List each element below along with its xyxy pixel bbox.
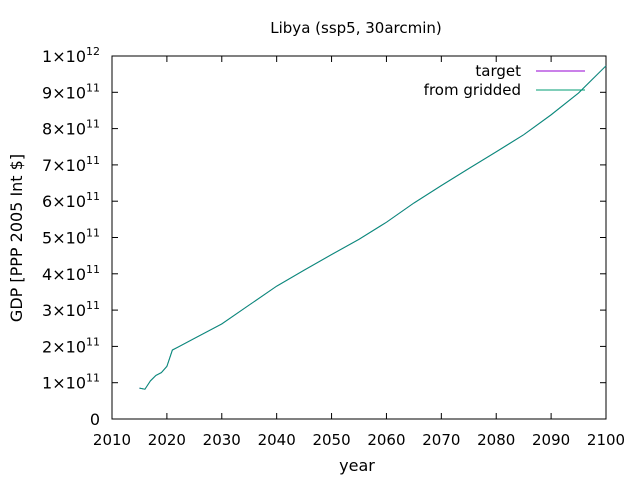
x-tick-label: 2090	[532, 431, 570, 449]
x-tick-label: 2040	[258, 431, 296, 449]
series-lines	[139, 65, 607, 390]
x-tick-label: 2060	[367, 431, 405, 449]
y-tick-label: 7×1011	[42, 154, 100, 175]
y-axis-label: GDP [PPP 2005 Int $]	[7, 154, 26, 322]
x-axis-label: year	[339, 456, 375, 475]
plot-frame	[111, 55, 607, 420]
x-tick-label: 2080	[477, 431, 515, 449]
y-tick-label: 3×1011	[42, 299, 100, 320]
y-axis-ticks: 0 1×1011 2×1011 3×1011 4×1011 5×1011 6×1011 7×1…	[42, 45, 606, 429]
series-line-from-gridded	[139, 65, 607, 390]
x-tick-label: 2030	[203, 431, 241, 449]
x-tick-label: 2100	[587, 431, 625, 449]
x-tick-label: 2010	[93, 431, 131, 449]
chart-title: Libya (ssp5, 30arcmin)	[270, 19, 441, 37]
x-tick-label: 2070	[422, 431, 460, 449]
y-tick-label: 5×1011	[42, 227, 100, 248]
y-tick-label: 2×1011	[42, 335, 100, 356]
y-tick-label: 1×1011	[42, 372, 100, 393]
y-tick-label: 0	[90, 410, 100, 429]
x-axis-ticks: 2010 2020 2030 2040 2050 2060 2070 2080 2090 2100	[93, 56, 625, 449]
y-tick-label: 1×1012	[42, 45, 100, 66]
y-tick-label: 6×1011	[42, 190, 100, 211]
x-tick-label: 2050	[312, 431, 350, 449]
x-tick-label: 2020	[148, 431, 186, 449]
y-tick-label: 8×1011	[42, 118, 100, 139]
series-line-target	[139, 65, 607, 390]
legend-label: from gridded	[424, 81, 521, 99]
y-tick-label: 9×1011	[42, 81, 100, 102]
y-tick-label: 4×1011	[42, 263, 100, 284]
legend-label: target	[475, 62, 521, 80]
